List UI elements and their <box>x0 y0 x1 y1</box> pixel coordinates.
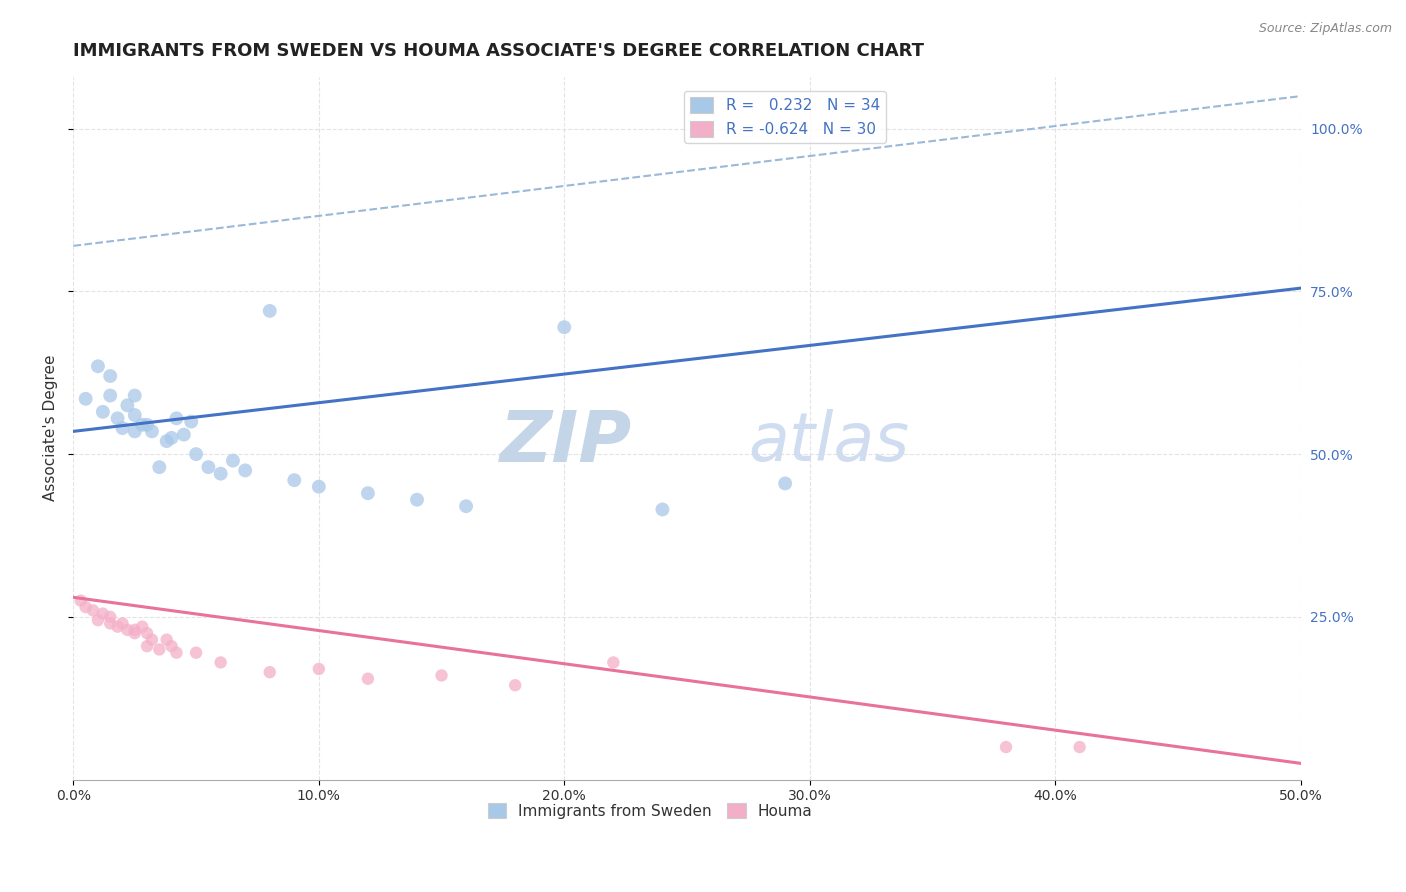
Text: Source: ZipAtlas.com: Source: ZipAtlas.com <box>1258 22 1392 36</box>
Point <box>131 417 153 432</box>
Point <box>148 642 170 657</box>
Point <box>124 388 146 402</box>
Point <box>406 492 429 507</box>
Point <box>124 626 146 640</box>
Point <box>773 476 796 491</box>
Point <box>1069 740 1091 755</box>
Point <box>136 639 159 653</box>
Point <box>148 460 170 475</box>
Point <box>87 359 110 374</box>
Point <box>98 616 121 631</box>
Point <box>222 453 245 467</box>
Point <box>184 646 207 660</box>
Point <box>124 408 146 422</box>
Point <box>503 678 526 692</box>
Y-axis label: Associate's Degree: Associate's Degree <box>44 355 58 501</box>
Point <box>553 320 575 334</box>
Point <box>308 662 330 676</box>
Point <box>651 502 673 516</box>
Point <box>454 500 477 514</box>
Point <box>91 607 114 621</box>
Point <box>259 665 281 680</box>
Point <box>141 632 163 647</box>
Point <box>173 427 195 442</box>
Point <box>117 623 139 637</box>
Point <box>111 616 134 631</box>
Point <box>131 620 153 634</box>
Point <box>87 613 110 627</box>
Point <box>124 425 146 439</box>
Point <box>91 405 114 419</box>
Point <box>69 593 91 607</box>
Point <box>209 656 232 670</box>
Point <box>75 600 97 615</box>
Point <box>107 620 129 634</box>
Point <box>98 369 121 384</box>
Point <box>160 639 183 653</box>
Point <box>107 411 129 425</box>
Point <box>180 415 202 429</box>
Point <box>197 460 219 475</box>
Point <box>156 632 179 647</box>
Text: IMMIGRANTS FROM SWEDEN VS HOUMA ASSOCIATE'S DEGREE CORRELATION CHART: IMMIGRANTS FROM SWEDEN VS HOUMA ASSOCIAT… <box>73 42 924 60</box>
Point <box>259 304 281 318</box>
Point <box>357 672 380 686</box>
Point <box>124 623 146 637</box>
Point <box>184 447 207 461</box>
Point <box>209 467 232 481</box>
Point <box>160 431 183 445</box>
Point <box>602 656 624 670</box>
Point <box>308 480 330 494</box>
Text: atlas: atlas <box>748 409 910 475</box>
Point <box>136 626 159 640</box>
Point <box>166 646 188 660</box>
Text: ZIP: ZIP <box>499 408 631 476</box>
Point <box>82 603 104 617</box>
Point <box>136 417 159 432</box>
Point <box>75 392 97 406</box>
Point <box>233 463 256 477</box>
Point <box>995 740 1018 755</box>
Point <box>430 668 453 682</box>
Point <box>156 434 179 449</box>
Legend: Immigrants from Sweden, Houma: Immigrants from Sweden, Houma <box>482 797 818 825</box>
Point <box>166 411 188 425</box>
Point <box>98 610 121 624</box>
Point <box>357 486 380 500</box>
Point <box>111 421 134 435</box>
Point <box>141 425 163 439</box>
Point <box>283 473 305 487</box>
Point <box>117 398 139 412</box>
Point <box>98 388 121 402</box>
